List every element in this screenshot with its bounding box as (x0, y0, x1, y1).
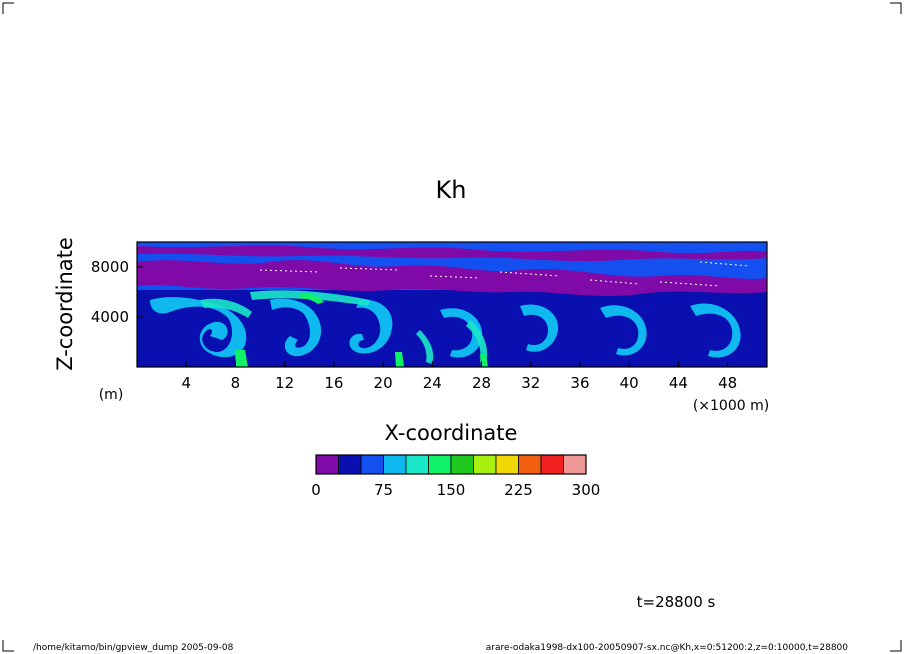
plot-frame (136, 241, 768, 368)
colorbar-tick-label: 75 (374, 481, 393, 499)
x-tick-label: 4 (181, 374, 191, 392)
x-tick-label: 40 (620, 374, 639, 392)
colorbar-tick-label: 0 (311, 481, 321, 499)
colorbar-swatch (360, 454, 384, 475)
colorbar-swatch (338, 454, 362, 475)
colorbar-swatch (405, 454, 429, 475)
heatmap-field (137, 242, 767, 367)
colorbar-tick-label: 225 (504, 481, 533, 499)
x-tick-label: 12 (275, 374, 294, 392)
heatmap-purple-layer-2 (137, 245, 767, 262)
x-axis-ticks: 4 8 12 16 20 24 28 32 36 40 44 48 (181, 361, 737, 392)
x-axis-label: X-coordinate (385, 421, 518, 445)
x-tick-label: 32 (521, 374, 540, 392)
colorbar-swatch (518, 454, 542, 475)
x-tick-label: 8 (231, 374, 241, 392)
x-axis-unit: (×1000 m) (693, 398, 769, 414)
colorbar-swatch (563, 454, 587, 475)
y-axis-unit: (m) (99, 387, 124, 403)
x-tick-label: 44 (669, 374, 688, 392)
x-tick-label: 20 (374, 374, 393, 392)
y-tick-label: 4000 (91, 308, 129, 326)
colorbar: 0 75 150 225 300 (311, 454, 601, 499)
time-label: t=28800 s (637, 593, 716, 611)
colorbar-frame (315, 454, 587, 475)
x-tick-label: 28 (472, 374, 491, 392)
colorbar-tick-label: 150 (437, 481, 466, 499)
colorbar-swatch (495, 454, 519, 475)
colorbar-swatch (315, 454, 339, 475)
colorbar-swatch (450, 454, 474, 475)
colorbar-tick-label: 300 (572, 481, 601, 499)
heatmap-white-flecks (259, 261, 751, 287)
footer-right-source: arare-odaka1998-dx100-20050907-sx.nc@Kh,… (486, 643, 849, 653)
colorbar-swatch (540, 454, 564, 475)
x-tick-label: 16 (324, 374, 343, 392)
x-tick-label: 48 (718, 374, 737, 392)
heatmap-purple-layer-1 (137, 260, 767, 296)
y-tick-label: 8000 (91, 258, 129, 276)
y-axis-label: Z-coordinate (53, 237, 77, 371)
chart-title: Kh (436, 176, 467, 204)
x-tick-label: 36 (570, 374, 589, 392)
colorbar-swatch (473, 454, 497, 475)
y-axis-ticks: 4000 8000 (91, 258, 143, 326)
colorbar-swatch (428, 454, 452, 475)
x-tick-label: 24 (423, 374, 442, 392)
footer-left-path: /home/kitamo/bin/gpview_dump 2005-09-08 (33, 643, 234, 653)
colorbar-swatch (383, 454, 407, 475)
